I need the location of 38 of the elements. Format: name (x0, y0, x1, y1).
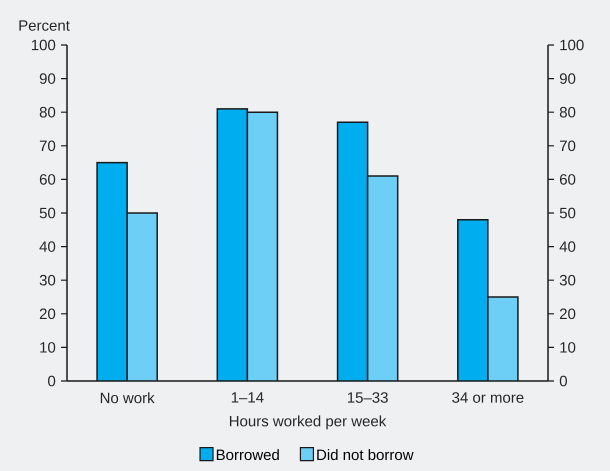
y-tick-label: 0 (560, 376, 567, 386)
bar (368, 176, 398, 381)
y2-tick-label: 30 (40, 274, 56, 286)
bar (457, 218, 489, 381)
x-axis-title: Hours worked per week (230, 415, 386, 430)
y2-tick-label: 70 (40, 140, 56, 152)
y2-tick-label: 40 (39, 241, 56, 252)
text: Percent (19, 20, 70, 31)
y-tick-label: 50 (560, 208, 576, 218)
y-tick-label: 80 (560, 106, 576, 118)
y2-tick-label: 80 (40, 106, 56, 118)
y-tick-label: 30 (560, 274, 576, 286)
x-tick-label: No work (100, 392, 155, 404)
y-tick-label: 60 (560, 174, 576, 185)
y2-tick-label: 10 (40, 342, 56, 353)
bar (97, 162, 128, 381)
x-tick-label: 34 or more (452, 392, 524, 403)
y-tick-label: 10 (560, 342, 576, 353)
x-tick-label: 1–14 (232, 392, 264, 403)
legend-label: Did not borrow (317, 449, 414, 460)
y-tick-label: 90 (560, 73, 576, 84)
y2-tick-label: 20 (40, 308, 56, 320)
y-tick-label: 40 (560, 241, 576, 252)
y-tick-label: 100 (560, 40, 584, 50)
bar (487, 296, 519, 381)
y2-tick-label: 0 (48, 376, 56, 386)
bar (247, 112, 278, 381)
legend-label: Borrowed (216, 449, 279, 460)
y2-tick-label: 90 (40, 73, 56, 84)
bar (217, 108, 248, 381)
y2-tick-label: 50 (40, 208, 56, 218)
y2-tick-label: 100 (32, 40, 56, 50)
y2-tick-label: 60 (40, 174, 56, 185)
y-tick-label: 20 (560, 308, 576, 320)
bar (127, 213, 158, 381)
x-tick-label: 15–33 (348, 392, 388, 403)
y-tick-label: 70 (560, 140, 576, 152)
bar (338, 122, 368, 381)
